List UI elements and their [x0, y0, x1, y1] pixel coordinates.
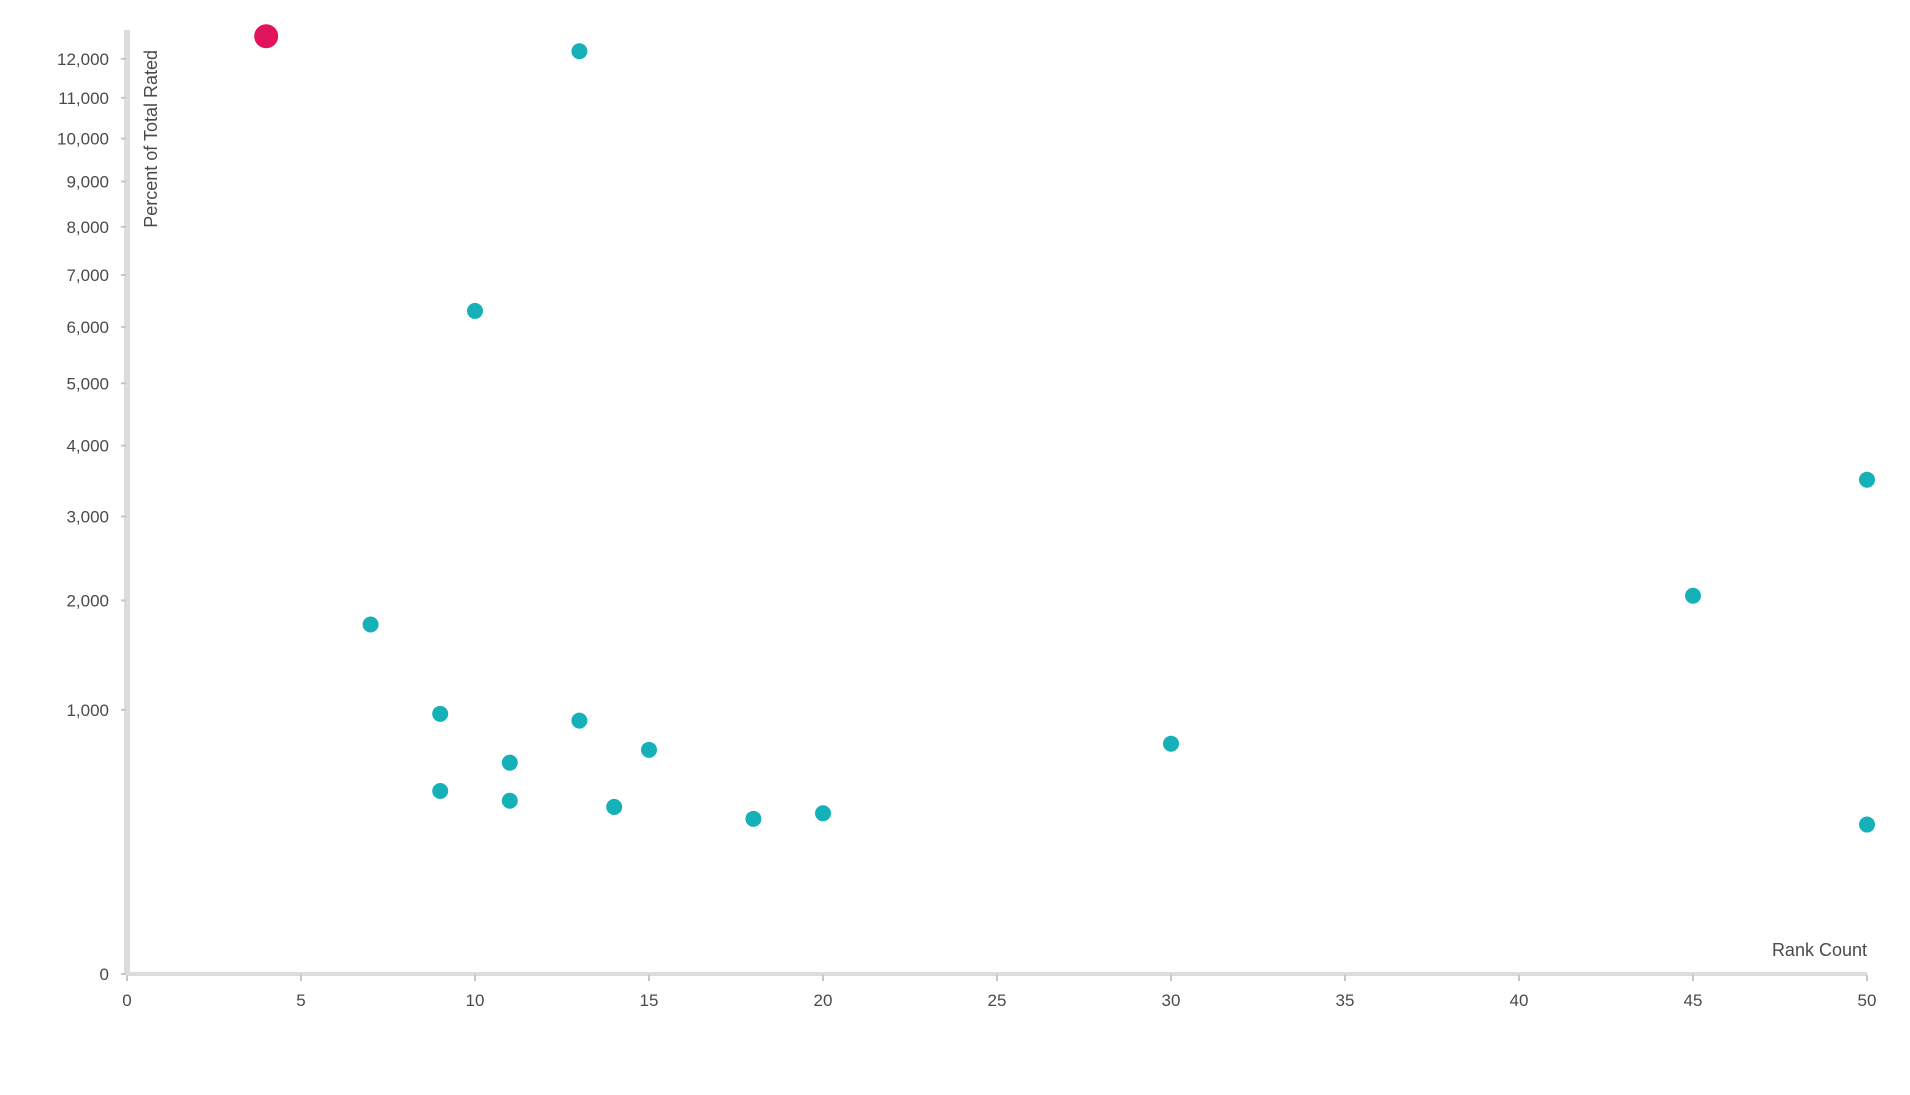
x-tick-label: 35	[1336, 991, 1355, 1010]
data-point[interactable]	[571, 43, 588, 60]
x-tick-label: 10	[466, 991, 485, 1010]
y-tick-label: 3,000	[66, 507, 109, 526]
x-axis-ticks: 0 5 10 15 20 25 30 35 40 45 50	[122, 975, 1876, 1010]
data-point[interactable]	[432, 705, 449, 722]
y-tick-label: 10,000	[57, 130, 109, 149]
data-point[interactable]	[815, 805, 831, 822]
x-tick-label: 50	[1858, 991, 1877, 1010]
y-tick-label: 11,000	[58, 89, 109, 108]
y-axis-label: Percent of Total Rated	[141, 50, 161, 228]
y-tick-label: 9,000	[66, 172, 109, 191]
highlighted-data-point[interactable]	[254, 24, 279, 49]
y-tick-label: 12,000	[57, 50, 109, 69]
y-tick-label: 2,000	[66, 591, 109, 610]
x-tick-label: 30	[1162, 991, 1181, 1010]
x-tick-label: 20	[814, 991, 833, 1010]
y-tick-label: 4,000	[66, 437, 109, 456]
x-tick-label: 5	[296, 991, 305, 1010]
y-tick-label: 1,000	[66, 701, 109, 720]
x-tick-label: 25	[988, 991, 1007, 1010]
data-point[interactable]	[501, 754, 518, 771]
data-point[interactable]	[1859, 471, 1875, 488]
data-points	[254, 24, 1875, 833]
data-point[interactable]	[501, 792, 518, 809]
y-tick-label: 0	[100, 965, 109, 984]
data-point[interactable]	[1163, 735, 1179, 752]
data-point[interactable]	[745, 810, 762, 827]
data-point[interactable]	[641, 741, 657, 758]
data-point[interactable]	[1685, 587, 1701, 604]
data-point[interactable]	[1859, 816, 1875, 833]
x-tick-label: 0	[122, 991, 131, 1010]
x-tick-label: 45	[1684, 991, 1703, 1010]
data-point[interactable]	[571, 712, 588, 729]
data-point[interactable]	[362, 616, 379, 633]
data-point[interactable]	[606, 798, 623, 815]
y-axis-ticks: 0 1,000 2,000 3,000 4,000 5,000 6,000 7,000 8,00…	[57, 50, 126, 984]
x-axis-label: Rank Count	[1772, 940, 1867, 960]
x-tick-label: 40	[1510, 991, 1529, 1010]
y-tick-label: 5,000	[66, 374, 109, 393]
x-tick-label: 15	[640, 991, 659, 1010]
y-tick-label: 7,000	[66, 266, 109, 285]
axes: 0 1,000 2,000 3,000 4,000 5,000 6,000 7,000 8,00…	[57, 30, 1876, 1010]
data-point[interactable]	[467, 302, 483, 319]
y-tick-label: 8,000	[66, 218, 109, 237]
y-tick-label: 6,000	[66, 318, 109, 337]
data-point[interactable]	[432, 782, 449, 799]
